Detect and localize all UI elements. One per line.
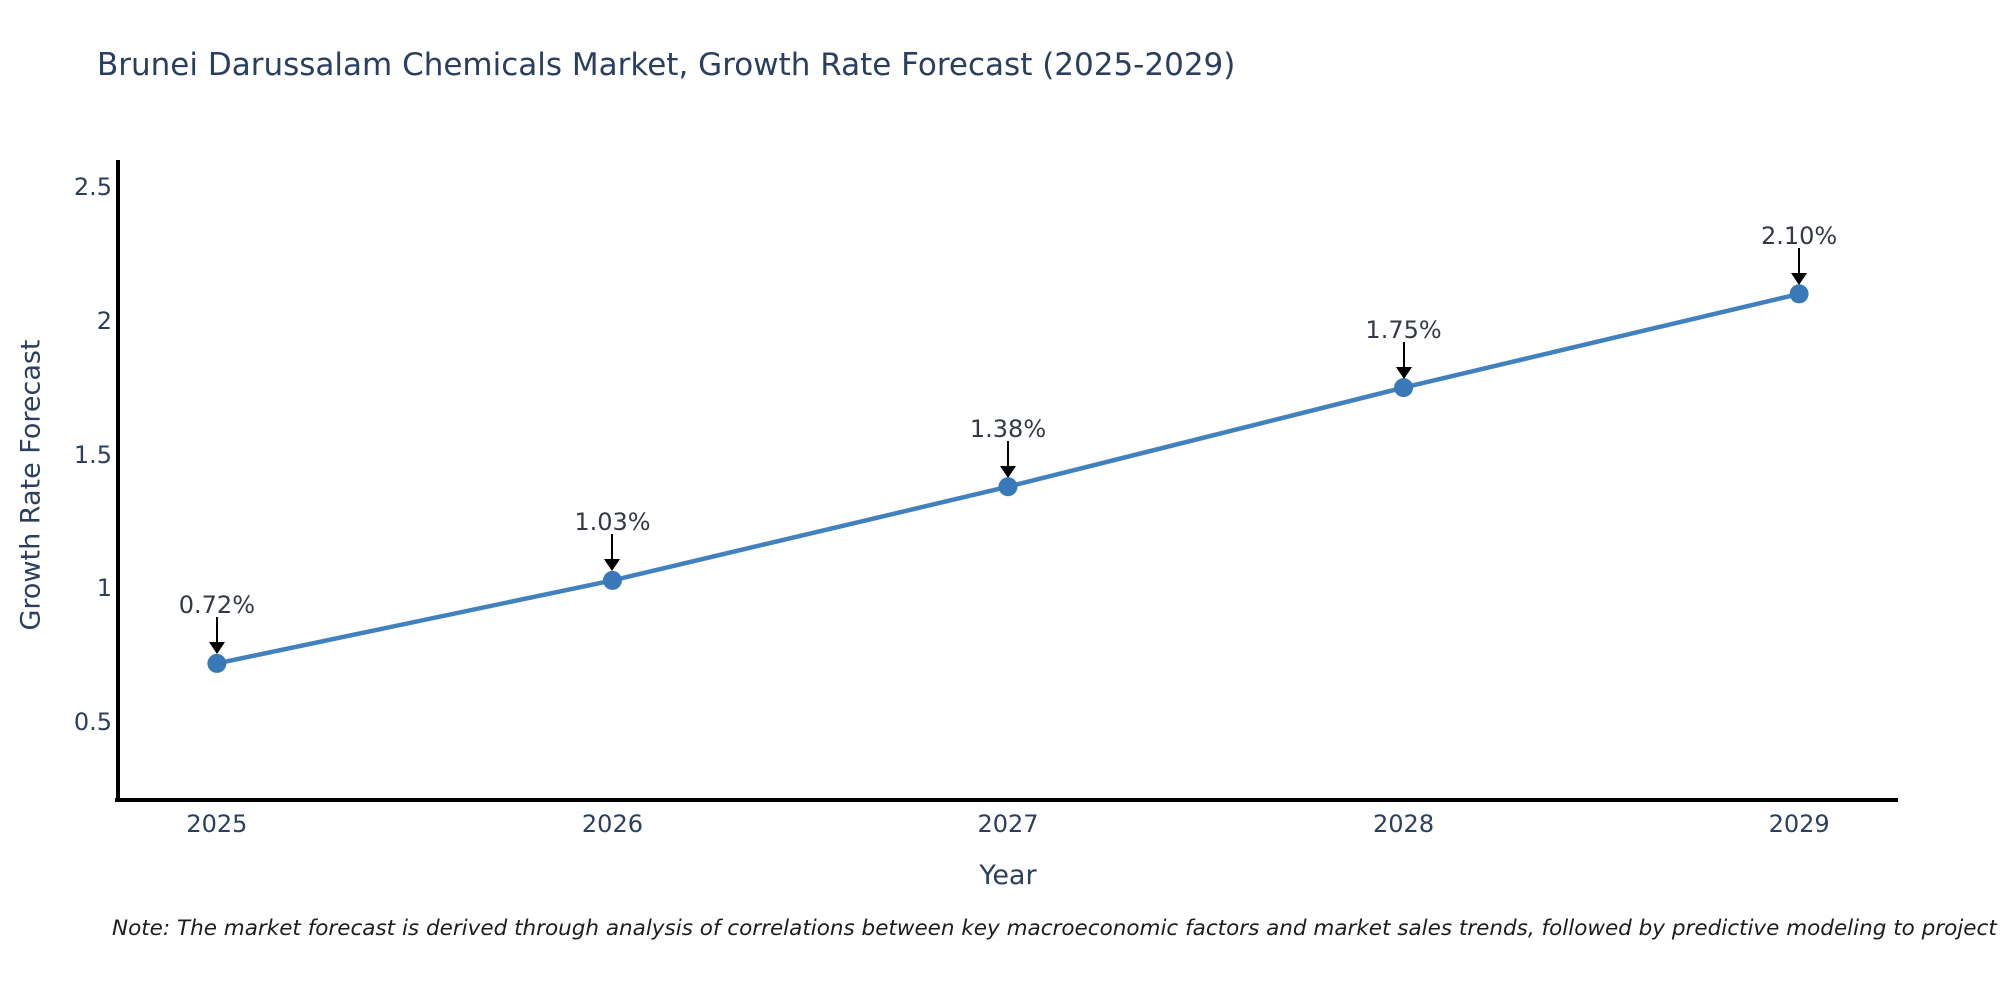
data-point-marker <box>1789 284 1809 304</box>
x-tick-label: 2028 <box>1373 810 1435 838</box>
annotation-arrow <box>1402 341 1405 367</box>
y-tick-label: 2.5 <box>73 172 112 201</box>
y-tick-label: 1 <box>96 574 112 603</box>
x-tick-label: 2025 <box>186 810 248 838</box>
annotation-label: 1.38% <box>969 414 1047 443</box>
chart-title: Brunei Darussalam Chemicals Market, Grow… <box>97 47 1236 83</box>
annotation-arrowhead <box>208 642 225 655</box>
annotation-arrowhead <box>1791 272 1808 285</box>
annotation-arrowhead <box>604 559 621 572</box>
y-tick-label: 0.5 <box>73 708 112 737</box>
annotation-arrowhead <box>1000 465 1016 478</box>
annotation-arrow <box>1798 247 1801 273</box>
x-tick-label: 2029 <box>1768 810 1830 838</box>
data-point-marker <box>207 653 227 673</box>
annotation-label: 1.03% <box>574 508 651 537</box>
annotation-arrow <box>215 617 218 643</box>
annotation-arrow <box>611 534 614 560</box>
x-axis-title: Year <box>979 860 1037 891</box>
annotation-arrowhead <box>1395 366 1412 379</box>
annotation-arrow <box>1007 440 1009 466</box>
data-point-marker <box>998 477 1018 497</box>
data-point-marker <box>602 570 622 590</box>
annotation-label: 1.75% <box>1365 315 1442 344</box>
x-tick-label: 2026 <box>581 810 643 838</box>
data-point-marker <box>1394 378 1414 398</box>
annotation-label: 2.10% <box>1760 221 1838 250</box>
footnote: Note: The market forecast is derived thr… <box>112 916 2000 941</box>
y-tick-label: 2 <box>96 306 112 335</box>
x-tick-label: 2027 <box>977 810 1039 838</box>
annotation-label: 0.72% <box>178 591 255 620</box>
y-tick-label: 1.5 <box>73 440 112 469</box>
